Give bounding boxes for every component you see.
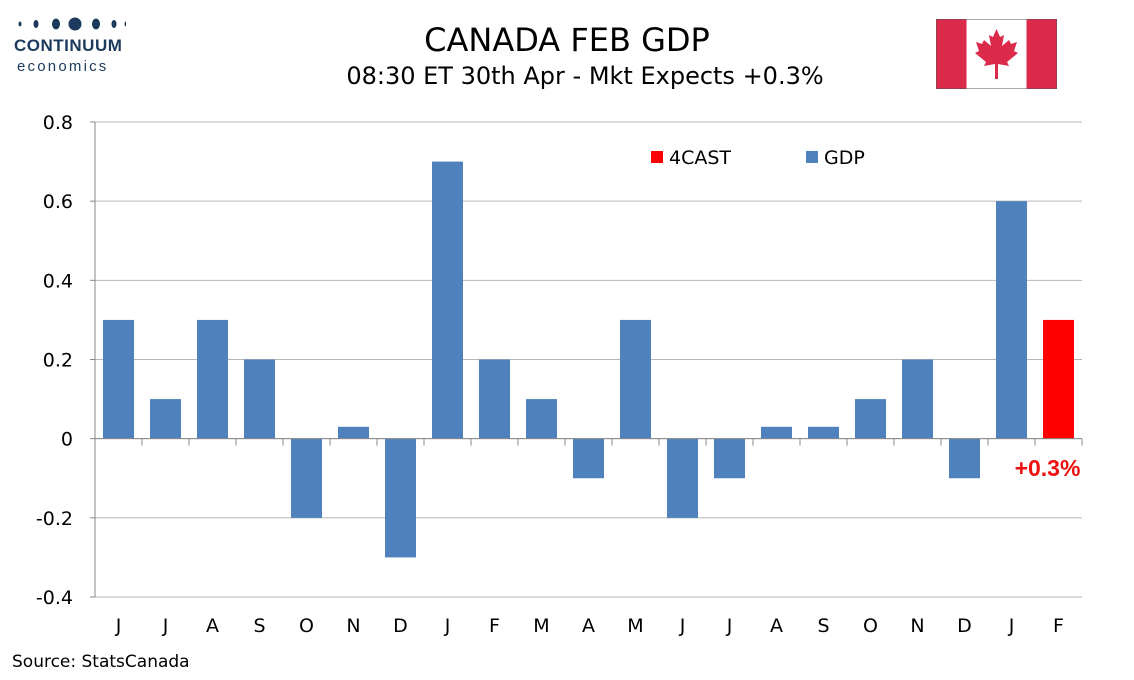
x-tick-label: S	[817, 615, 829, 637]
forecast-annotation: +0.3%	[1015, 455, 1081, 481]
x-tick-label: J	[679, 615, 686, 637]
x-tick-label: J	[162, 615, 169, 637]
x-tick-label: J	[1008, 615, 1015, 637]
y-tick-label: 0.6	[43, 191, 73, 213]
legend-label: 4CAST	[669, 147, 731, 169]
gdp-bar	[432, 161, 463, 439]
x-tick-label: J	[444, 615, 451, 637]
x-tick-label: M	[533, 615, 549, 637]
x-tick-label: J	[115, 615, 122, 637]
x-tick-label: F	[489, 615, 500, 637]
gdp-bar	[385, 438, 416, 558]
y-tick-label: 0.2	[43, 350, 73, 372]
gdp-bar	[244, 359, 275, 439]
continuum-economics-logo: CONTINUUM economics	[14, 14, 134, 78]
gdp-bar	[714, 438, 745, 479]
gdp-bar	[103, 319, 134, 439]
gdp-bar	[761, 426, 792, 439]
gdp-bar	[573, 438, 604, 479]
logo-name: CONTINUUM	[14, 36, 123, 55]
y-tick-label: 0.8	[43, 112, 73, 134]
chart-subtitle: 08:30 ET 30th Apr - Mkt Expects +0.3%	[346, 62, 824, 90]
x-tick-label: A	[206, 615, 219, 637]
x-tick-label: N	[346, 615, 360, 637]
x-tick-label: A	[582, 615, 595, 637]
gdp-bar	[479, 359, 510, 439]
gdp-bar	[338, 426, 369, 439]
gdp-bar	[996, 201, 1027, 439]
gdp-bar	[197, 319, 228, 439]
logo-dots-icon	[18, 17, 126, 31]
gdp-bar	[620, 319, 651, 439]
gdp-bar	[526, 399, 557, 439]
y-tick-label: -0.2	[36, 508, 73, 530]
x-tick-label: D	[957, 615, 972, 637]
y-tick-label: 0.4	[43, 270, 73, 292]
x-tick-label: N	[910, 615, 924, 637]
x-tick-label: A	[770, 615, 783, 637]
logo-subname: economics	[17, 58, 109, 75]
x-tick-label: M	[627, 615, 643, 637]
forecast-bar	[1043, 319, 1074, 439]
gdp-bar	[667, 438, 698, 518]
legend-swatch	[806, 151, 818, 163]
gdp-bar	[855, 399, 886, 439]
x-tick-label: O	[863, 615, 878, 637]
gdp-bar	[150, 399, 181, 439]
legend-swatch	[651, 151, 663, 163]
x-tick-label: O	[299, 615, 314, 637]
canada-flag-icon	[936, 19, 1057, 89]
x-tick-label: S	[253, 615, 265, 637]
gdp-bar	[808, 426, 839, 439]
legend-label: GDP	[824, 147, 865, 169]
x-tick-label: J	[726, 615, 733, 637]
x-tick-label: F	[1053, 615, 1064, 637]
y-tick-label: 0	[61, 429, 73, 451]
y-tick-label: -0.4	[36, 587, 73, 609]
source-note: Source: StatsCanada	[12, 652, 190, 672]
gdp-bar	[949, 438, 980, 479]
gdp-bar	[291, 438, 322, 518]
gdp-bar	[902, 359, 933, 439]
x-tick-label: D	[393, 615, 408, 637]
chart-title: CANADA FEB GDP	[424, 21, 710, 59]
